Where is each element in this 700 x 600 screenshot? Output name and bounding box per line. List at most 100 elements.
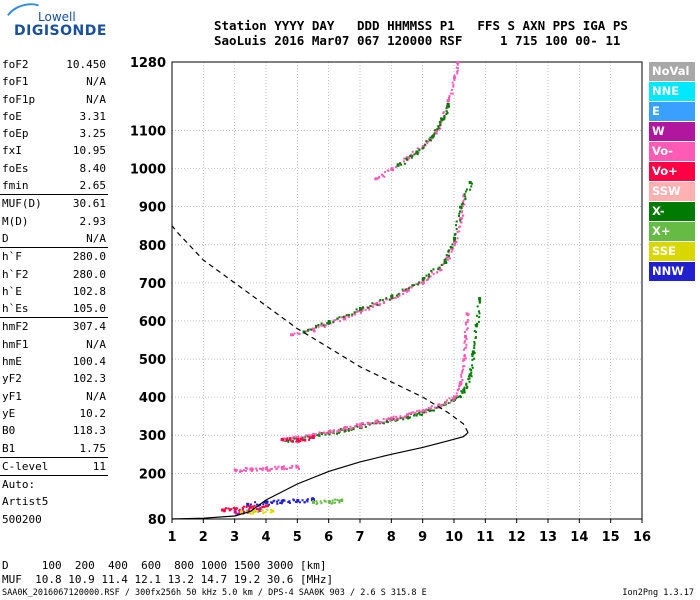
echo-point <box>421 147 423 150</box>
echo-point <box>461 391 464 394</box>
echo-point <box>453 74 456 77</box>
echo-point <box>361 309 364 312</box>
echo-point <box>451 92 454 95</box>
echo-point <box>452 85 455 88</box>
echo-point <box>411 150 414 153</box>
echo-point <box>395 417 398 420</box>
echo-point <box>478 301 481 304</box>
echo-point <box>279 502 282 504</box>
y-tick-label: 900 <box>139 201 166 216</box>
echo-point <box>368 422 371 425</box>
echo-point <box>378 176 381 178</box>
echo-point <box>280 438 284 441</box>
echo-point <box>465 312 469 316</box>
echo-point <box>300 438 302 440</box>
param-key: C-level <box>2 459 49 473</box>
echo-point <box>293 437 296 440</box>
echo-point <box>300 436 303 439</box>
echo-point <box>297 440 300 443</box>
param-row: hmF1 N/A <box>0 336 108 353</box>
echo-point <box>223 510 226 513</box>
echo-point <box>378 300 381 303</box>
param-row: MUF(D) 30.61 <box>0 194 108 212</box>
echo-point <box>343 430 346 433</box>
echo-point <box>478 299 481 302</box>
echo-point <box>364 308 367 311</box>
echo-point <box>449 257 451 260</box>
legend-item-e: E <box>649 102 695 121</box>
echo-point <box>376 421 379 424</box>
echo-point <box>258 508 262 512</box>
echo-point <box>455 224 457 227</box>
echo-point <box>406 158 408 161</box>
echo-point <box>283 437 286 440</box>
param-value: 11 <box>92 459 106 473</box>
echo-point <box>334 501 336 504</box>
echo-point <box>296 435 300 439</box>
echo-point <box>369 305 372 307</box>
echo-point <box>410 286 413 289</box>
echo-point <box>354 313 357 316</box>
echo-point <box>449 92 452 95</box>
echo-point <box>239 510 243 514</box>
echo-point <box>424 143 426 146</box>
echo-point <box>345 314 348 317</box>
x-tick-label: 6 <box>324 530 333 545</box>
echo-point <box>406 288 409 291</box>
echo-point <box>459 395 462 398</box>
param-value: N/A <box>86 92 106 106</box>
echo-point <box>425 408 428 411</box>
param-key: h`F2 <box>2 267 29 281</box>
echo-point <box>407 287 410 290</box>
echo-point <box>277 499 280 502</box>
echo-point <box>445 261 448 264</box>
y-tick-label: 600 <box>139 315 166 330</box>
echo-point <box>239 469 242 472</box>
y-tick-label: 1280 <box>130 56 166 71</box>
legend-item-x: X- <box>649 202 695 221</box>
echo-point <box>403 157 406 160</box>
param-value: 1.75 <box>79 441 107 455</box>
echo-point <box>317 324 320 326</box>
echo-point <box>239 470 241 473</box>
echo-point <box>388 298 391 301</box>
echo-point <box>363 423 366 426</box>
echo-point <box>465 337 468 340</box>
echo-point <box>296 332 299 335</box>
echo-point <box>343 315 347 319</box>
param-value: 280.0 <box>72 267 106 281</box>
echo-point <box>307 328 310 331</box>
echo-point <box>303 501 306 504</box>
echo-point <box>296 499 300 502</box>
x-tick-label: 5 <box>293 530 302 545</box>
echo-point <box>261 506 264 508</box>
echo-point <box>323 326 326 328</box>
echo-point <box>448 105 450 108</box>
echo-point <box>397 295 400 298</box>
echo-point <box>319 500 322 503</box>
x-tick-label: 15 <box>602 530 620 545</box>
echo-point <box>404 415 407 418</box>
echo-point <box>386 421 389 424</box>
echo-point <box>241 470 243 473</box>
echo-point <box>462 358 466 362</box>
param-row: foF2 10.450 <box>0 56 108 73</box>
echo-point <box>293 499 295 502</box>
echo-point <box>380 173 383 176</box>
echo-point <box>336 432 338 435</box>
param-row: hmE 100.4 <box>0 353 108 370</box>
echo-point <box>429 139 432 142</box>
param-row: foEp 3.25 <box>0 125 108 142</box>
echo-point <box>288 438 291 441</box>
echo-point <box>473 347 476 349</box>
autoscaling-text: Artist5 <box>2 495 49 509</box>
echo-point <box>465 382 468 385</box>
echo-point <box>396 163 400 167</box>
echo-point <box>446 105 449 108</box>
echo-point <box>468 181 472 184</box>
echo-point <box>383 175 386 178</box>
echo-point <box>459 380 463 384</box>
echo-point <box>241 509 244 512</box>
echo-point <box>459 210 461 213</box>
echo-point <box>462 194 466 198</box>
